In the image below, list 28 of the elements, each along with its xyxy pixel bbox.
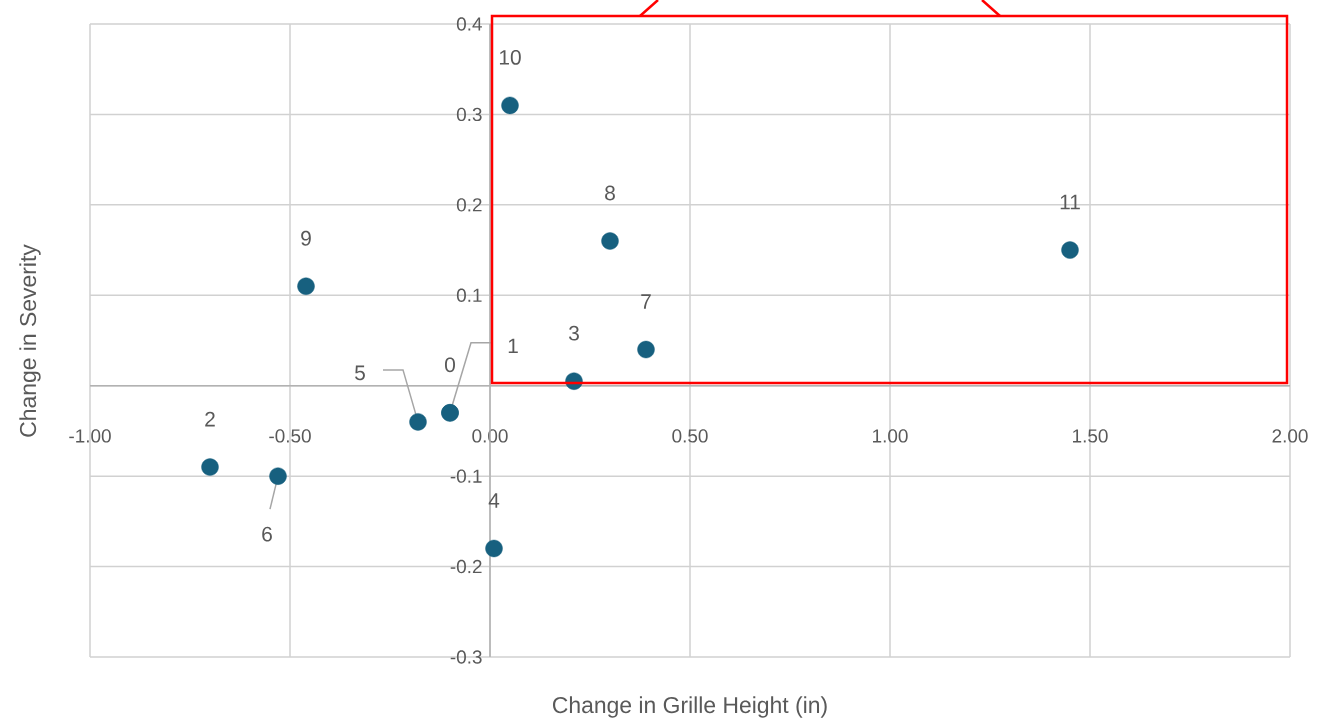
y-tick-label: 0.3 [456,107,482,122]
x-tick-label: -1.00 [69,429,111,443]
y-tick-label: -0.1 [450,469,482,483]
annotation: 8 [605,185,615,201]
x-tick-label: 0.50 [672,429,708,443]
x-tick-label: 1.50 [1073,429,1108,443]
x-tick-label: 1.00 [873,429,908,443]
x-tick-label: -0.50 [269,429,311,443]
annotation: 7 [641,294,651,309]
y-tick-label: 0.2 [456,198,482,212]
annotation: 11 [1060,194,1080,210]
x-tick-label: 0.00 [472,429,508,443]
annotation: 0 [445,357,455,373]
y-tick-label: -0.2 [450,559,482,574]
x-tick-label: 2.00 [1272,429,1308,443]
x-axis-title: Change in Grille Height (in) [552,696,827,718]
annotation: 3 [568,325,579,341]
y-tick-label: 0.1 [456,288,482,302]
annotation: 10 [499,49,521,65]
annotation: 5 [355,365,365,381]
annotation: 6 [262,526,272,542]
annotation: 9 [301,230,311,246]
y-tick-label: 0.4 [456,17,482,31]
y-tick-label: -0.3 [450,650,482,664]
y-axis-title: Change in Severity [19,244,41,437]
annotation: 4 [488,493,500,508]
annotation: 2 [205,411,215,427]
annotation: 1 [508,338,518,354]
